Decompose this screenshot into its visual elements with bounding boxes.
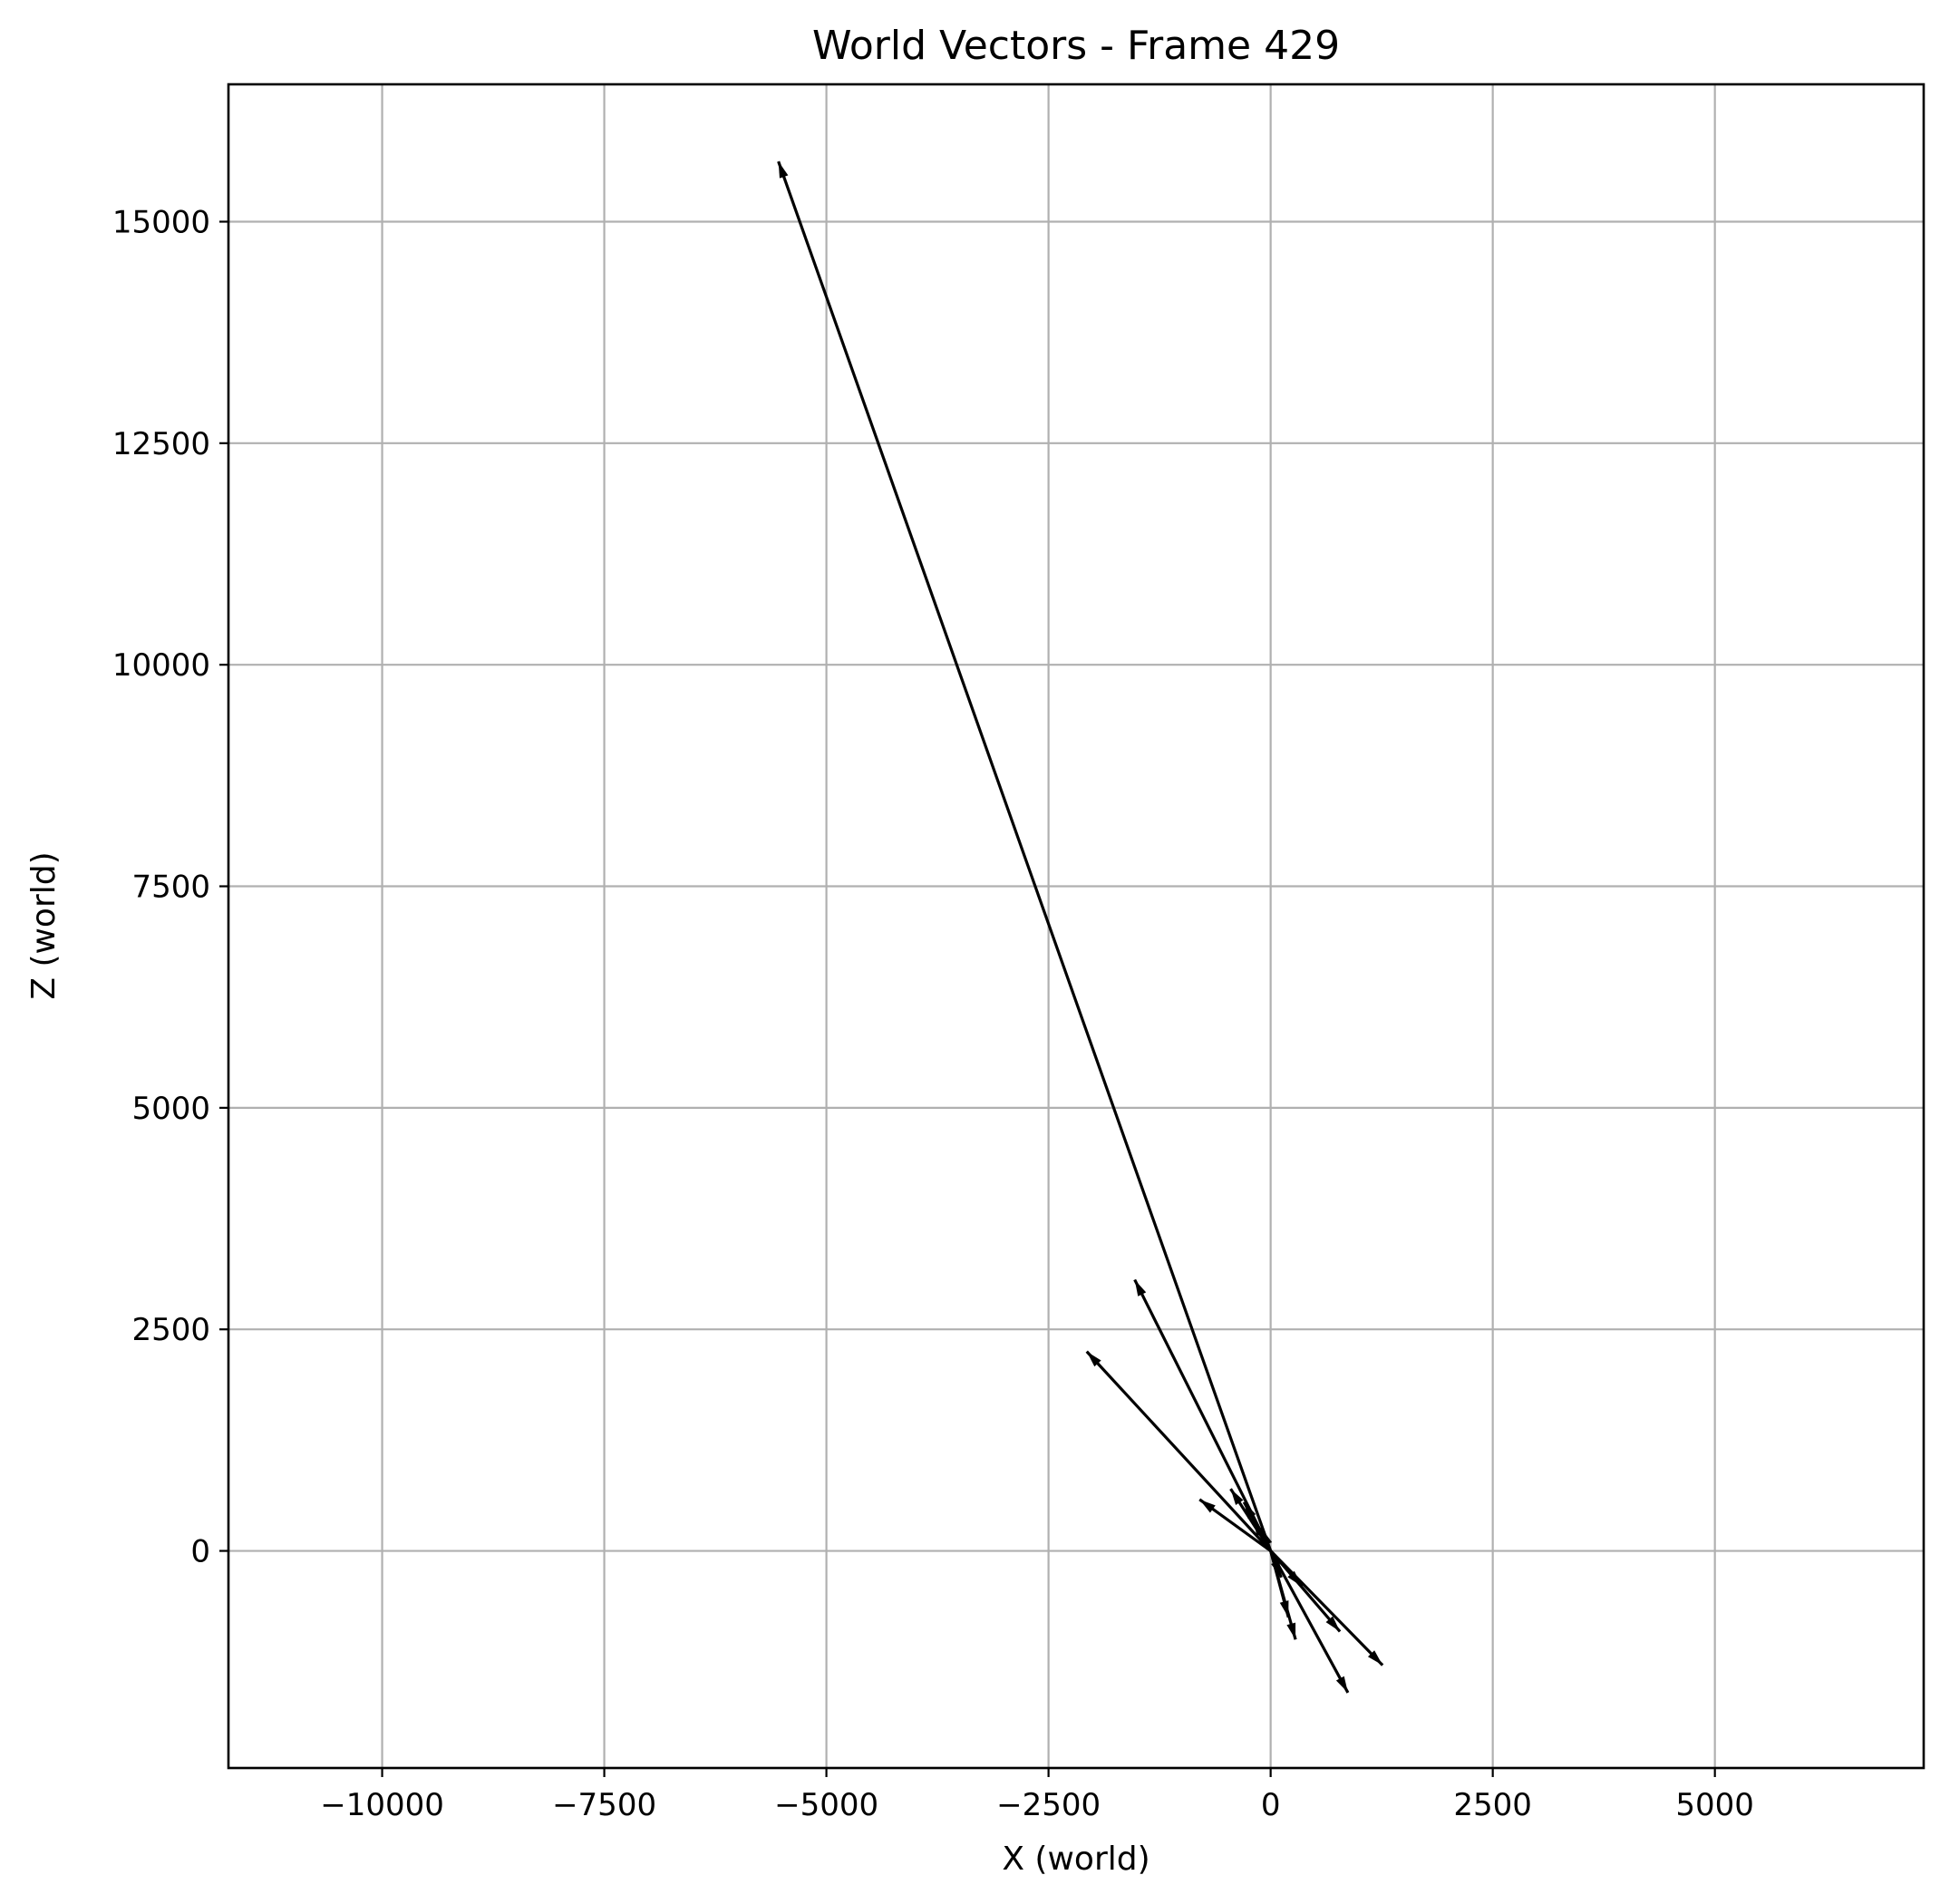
vector-head xyxy=(1086,1351,1101,1367)
vector-head xyxy=(1244,1501,1256,1519)
vector-line xyxy=(1269,1549,1350,1694)
vector-line xyxy=(1269,1549,1384,1666)
x-tick-label: −10000 xyxy=(320,1787,444,1823)
vector-head xyxy=(1367,1650,1383,1666)
vector-line xyxy=(1085,1350,1272,1552)
x-tick-label: −5000 xyxy=(774,1787,878,1823)
y-tick-label: 2500 xyxy=(131,1312,210,1348)
vector-head xyxy=(1271,1560,1282,1578)
x-tick-label: −7500 xyxy=(552,1787,656,1823)
x-tick-label: 5000 xyxy=(1675,1787,1754,1823)
vector-head xyxy=(1134,1279,1147,1297)
vector-head xyxy=(1230,1489,1244,1505)
chart-title: World Vectors - Frame 429 xyxy=(812,23,1340,69)
vector-head xyxy=(1325,1616,1341,1632)
vector-field xyxy=(777,160,1384,1694)
y-tick-label: 12500 xyxy=(112,426,210,462)
x-axis-label: X (world) xyxy=(1002,1841,1149,1878)
vector-line xyxy=(1133,1278,1273,1552)
x-tick-label: 0 xyxy=(1261,1787,1281,1823)
y-tick-label: 15000 xyxy=(112,204,210,240)
y-axis-label: Z (world) xyxy=(25,851,63,999)
y-tick-label: 10000 xyxy=(112,647,210,684)
x-tick-label: 2500 xyxy=(1453,1787,1532,1823)
vector-head xyxy=(1286,1622,1296,1640)
plot-frame xyxy=(227,83,1925,1770)
y-tick-label: 0 xyxy=(190,1534,210,1570)
vector-head xyxy=(1279,1600,1289,1617)
grid xyxy=(228,84,1924,1768)
vector-head xyxy=(1287,1570,1302,1587)
vector-head xyxy=(1199,1499,1216,1513)
axis-ticks: −10000 −7500 −5000 −2500 0 2500 5000 0 2500 5000 7… xyxy=(112,204,1754,1823)
vector-head xyxy=(778,161,789,179)
y-tick-label: 7500 xyxy=(131,869,210,906)
vector-head xyxy=(1261,1529,1273,1546)
vector-head xyxy=(1335,1676,1348,1693)
vector-line xyxy=(777,160,1273,1552)
y-tick-label: 5000 xyxy=(131,1091,210,1127)
x-tick-label: −2500 xyxy=(996,1787,1101,1823)
